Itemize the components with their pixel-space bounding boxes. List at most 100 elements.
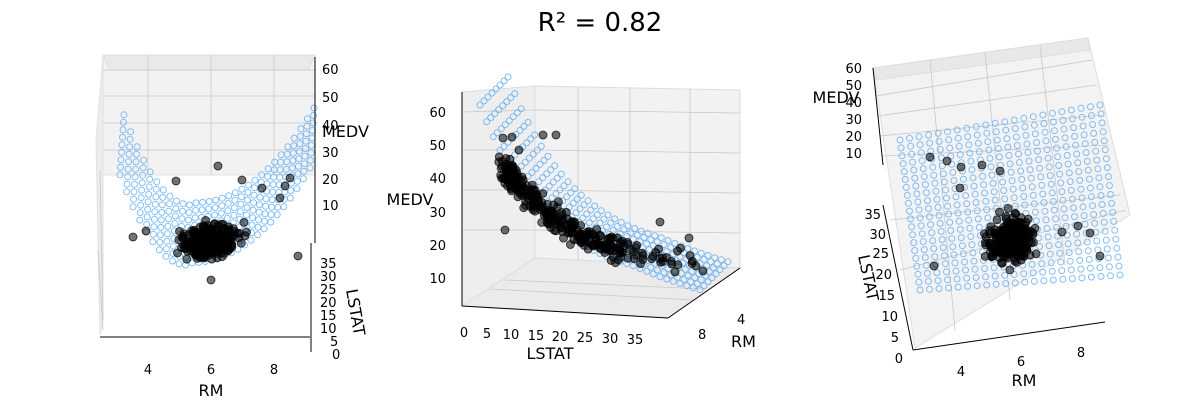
surface-marker bbox=[920, 173, 928, 181]
surface-marker bbox=[917, 222, 925, 230]
data-point bbox=[285, 173, 295, 183]
surface-marker bbox=[968, 241, 976, 249]
surface-marker bbox=[159, 186, 167, 194]
surface-marker bbox=[487, 114, 495, 122]
surface-marker bbox=[937, 228, 945, 235]
surface-marker bbox=[955, 142, 963, 150]
surface-marker bbox=[1031, 208, 1039, 216]
surface-marker bbox=[1029, 269, 1037, 277]
surface-marker bbox=[236, 208, 244, 216]
surface-marker bbox=[953, 275, 961, 283]
surface-marker bbox=[149, 238, 157, 246]
surface-marker bbox=[664, 237, 672, 244]
surface-marker bbox=[143, 220, 151, 228]
surface-marker bbox=[286, 194, 294, 202]
surface-marker bbox=[1100, 137, 1108, 145]
surface-marker bbox=[306, 164, 314, 172]
surface-marker bbox=[164, 215, 172, 223]
surface-marker bbox=[687, 278, 695, 286]
surface-marker bbox=[156, 231, 164, 239]
surface-marker bbox=[137, 201, 145, 209]
surface-marker bbox=[125, 158, 133, 166]
tick-label: 0 bbox=[332, 348, 340, 363]
surface-marker bbox=[935, 137, 943, 145]
surface-marker bbox=[231, 196, 239, 204]
surface-marker bbox=[921, 254, 929, 261]
surface-marker bbox=[965, 216, 973, 224]
surface-marker bbox=[254, 223, 262, 231]
tick-label: 0 bbox=[895, 352, 903, 367]
surface-marker bbox=[1077, 185, 1085, 193]
surface-marker bbox=[917, 149, 925, 157]
panel-right-yticks: 0 5 10 15 20 25 30 35 bbox=[864, 208, 903, 367]
data-point bbox=[1018, 225, 1028, 235]
surface-marker bbox=[1099, 128, 1107, 136]
surface-marker bbox=[1061, 134, 1069, 142]
surface-marker bbox=[1030, 121, 1038, 129]
surface-marker bbox=[972, 274, 980, 281]
tick-label: 25 bbox=[872, 247, 889, 262]
surface-marker bbox=[1029, 113, 1037, 121]
surface-marker bbox=[982, 121, 990, 129]
surface-marker bbox=[580, 201, 588, 209]
surface-marker bbox=[693, 280, 701, 288]
surface-marker bbox=[1078, 194, 1086, 202]
surface-marker bbox=[532, 164, 540, 172]
surface-marker bbox=[922, 262, 930, 269]
surface-marker bbox=[691, 247, 699, 255]
surface-marker bbox=[1071, 213, 1078, 221]
data-point bbox=[257, 183, 267, 193]
surface-marker bbox=[1015, 150, 1022, 158]
surface-marker bbox=[158, 208, 166, 216]
surface-marker bbox=[964, 133, 972, 141]
surface-marker bbox=[527, 135, 535, 143]
surface-marker bbox=[511, 90, 519, 98]
surface-marker bbox=[982, 273, 990, 281]
surface-marker bbox=[290, 142, 298, 150]
surface-marker bbox=[521, 158, 529, 166]
surface-marker bbox=[1102, 236, 1110, 244]
surface-marker bbox=[712, 270, 720, 278]
surface-marker bbox=[1027, 174, 1035, 182]
surface-marker bbox=[1052, 135, 1059, 143]
surface-marker bbox=[139, 171, 147, 179]
surface-marker bbox=[244, 196, 251, 204]
surface-marker bbox=[1012, 133, 1020, 141]
surface-marker bbox=[191, 214, 199, 222]
surface-marker bbox=[185, 209, 193, 216]
surface-marker bbox=[591, 202, 599, 210]
surface-marker bbox=[1114, 253, 1122, 261]
surface-marker bbox=[1096, 264, 1104, 272]
surface-marker bbox=[118, 148, 125, 156]
surface-marker bbox=[537, 142, 545, 150]
data-point bbox=[200, 231, 210, 241]
figure-title: R² = 0.82 bbox=[538, 8, 663, 38]
surface-marker bbox=[163, 237, 171, 245]
surface-marker bbox=[969, 174, 977, 182]
surface-marker bbox=[1062, 143, 1070, 151]
surface-marker bbox=[724, 258, 732, 266]
surface-marker bbox=[933, 269, 941, 277]
surface-marker bbox=[603, 223, 611, 231]
surface-marker bbox=[1044, 154, 1052, 162]
surface-marker bbox=[179, 200, 187, 208]
surface-marker bbox=[1056, 170, 1064, 178]
data-point bbox=[568, 222, 578, 232]
data-point bbox=[505, 180, 515, 190]
surface-marker bbox=[1066, 178, 1074, 186]
data-point bbox=[182, 254, 192, 264]
surface-marker bbox=[309, 119, 317, 127]
surface-marker bbox=[593, 211, 601, 219]
tick-label: 40 bbox=[322, 119, 339, 134]
surface-marker bbox=[139, 164, 147, 172]
data-point bbox=[608, 252, 618, 262]
surface-marker bbox=[557, 170, 565, 178]
surface-marker bbox=[165, 200, 173, 208]
surface-marker bbox=[260, 225, 268, 233]
surface-marker bbox=[906, 134, 913, 142]
surface-marker bbox=[964, 282, 972, 290]
tick-label: 10 bbox=[429, 272, 446, 287]
data-point bbox=[236, 238, 246, 248]
surface-marker bbox=[1107, 191, 1114, 198]
surface-marker bbox=[936, 146, 944, 153]
